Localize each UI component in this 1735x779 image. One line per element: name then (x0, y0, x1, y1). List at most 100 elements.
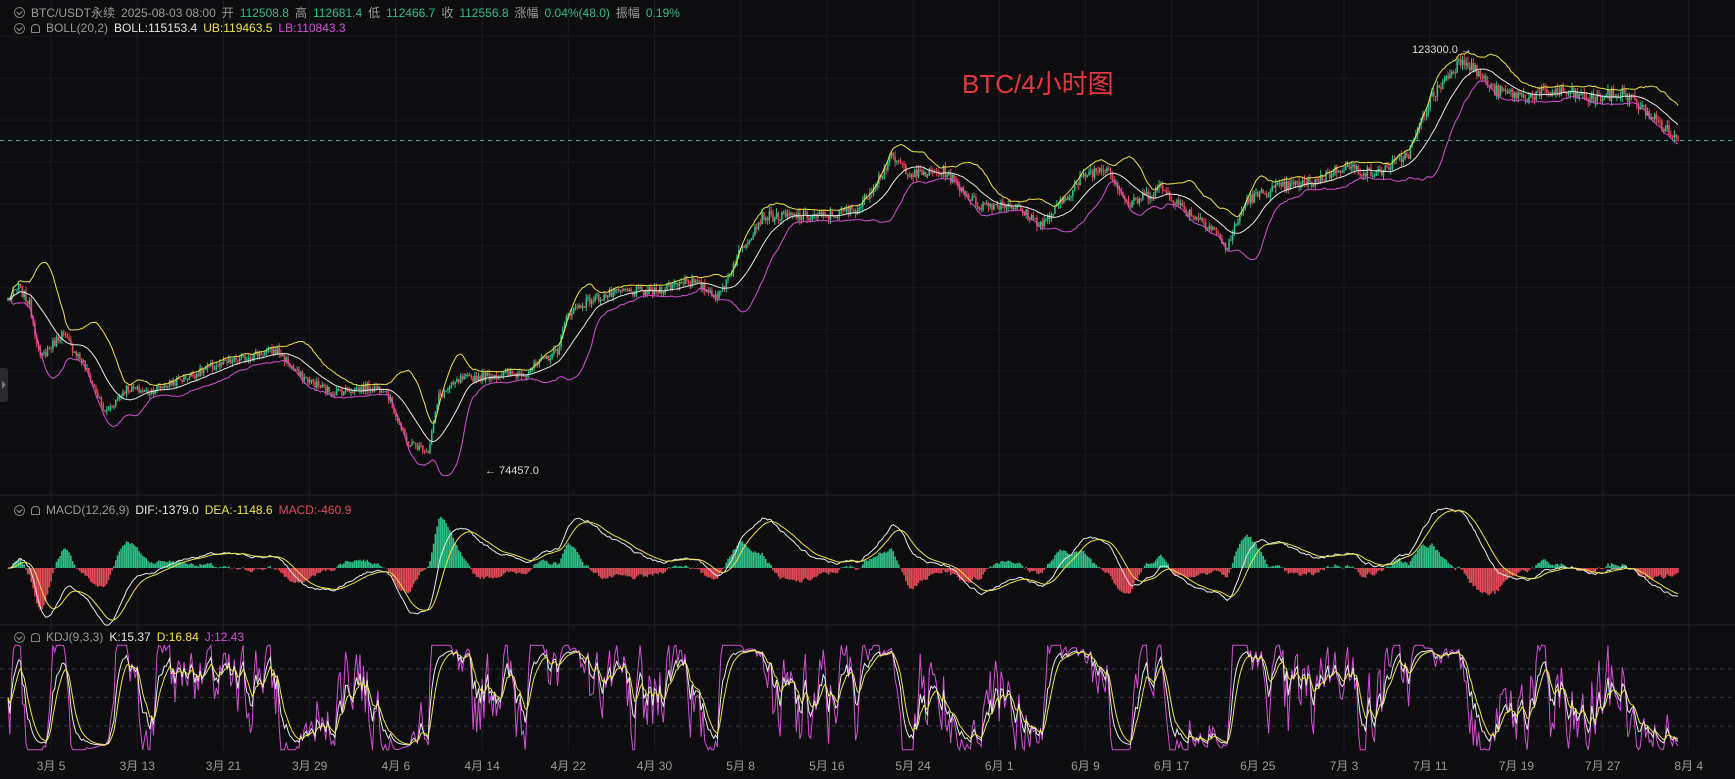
macd-bar (818, 568, 821, 574)
macd-bar (1314, 568, 1317, 574)
candle-body (59, 339, 61, 341)
macd-bar (694, 568, 697, 569)
candle-body (1440, 87, 1442, 90)
macd-bar (1558, 565, 1561, 568)
macd-bar (1016, 563, 1018, 568)
macd-bar (578, 554, 580, 568)
collapse-icon[interactable] (14, 7, 25, 18)
candle-body (1043, 219, 1045, 227)
macd-bar (423, 568, 426, 570)
macd-bar (1124, 568, 1126, 594)
macd-bar (1201, 568, 1203, 574)
candle-body (1262, 189, 1264, 194)
candle-body (461, 376, 464, 380)
macd-bar (615, 568, 618, 575)
collapse-icon[interactable] (14, 22, 25, 34)
macd-bar (773, 568, 776, 573)
candle-body (125, 385, 128, 394)
macd-bar (594, 568, 596, 573)
macd-bar (1023, 568, 1026, 569)
macd-bar (1490, 568, 1493, 594)
macd-bar (474, 568, 476, 575)
bell-icon[interactable] (31, 632, 40, 642)
candle-body (1508, 91, 1511, 94)
macd-bar (1255, 543, 1257, 568)
macd-bar (1339, 567, 1342, 568)
panel-expand-handle[interactable] (0, 368, 8, 402)
macd-bar (1106, 568, 1108, 573)
macd-bar (114, 560, 117, 568)
macd-bar (1344, 565, 1347, 568)
candle-body (1073, 184, 1076, 191)
macd-bar (1301, 568, 1304, 575)
macd-bar (1461, 568, 1464, 570)
macd-bar (1104, 568, 1106, 573)
candle-body (1589, 98, 1591, 102)
macd-bar (1470, 568, 1473, 583)
macd-bar (400, 568, 403, 591)
candle-body (292, 366, 295, 370)
candle-body (527, 371, 530, 375)
candle-body (1361, 175, 1363, 177)
candle-body (1314, 179, 1317, 186)
candle-body (1165, 190, 1168, 193)
close-label: 收 (441, 6, 454, 20)
candle-body (1003, 205, 1006, 208)
macd-bar (75, 568, 78, 569)
macd-bar (61, 550, 63, 568)
candle-body (944, 166, 947, 177)
macd-bar (1116, 568, 1119, 589)
candle-body (711, 290, 713, 296)
macd-bar (659, 568, 661, 573)
candle-body (1402, 159, 1405, 162)
candle-body (107, 409, 110, 411)
collapse-icon[interactable] (14, 631, 25, 643)
candle-body (224, 360, 227, 362)
candle-body (919, 169, 922, 171)
macd-bar (1415, 553, 1417, 568)
candle-body (752, 235, 755, 239)
macd-bar (852, 567, 855, 568)
macd-bar (1165, 561, 1168, 568)
candle-body (606, 295, 609, 298)
candle-body (1170, 200, 1173, 202)
macd-bar (386, 568, 388, 569)
x-tick-label: 3月 13 (119, 759, 155, 773)
macd-bar (1226, 568, 1229, 578)
macd-bar (382, 567, 385, 569)
macd-bar (1661, 568, 1663, 578)
macd-bar (1233, 555, 1236, 568)
macd-bar (456, 545, 458, 568)
bell-icon[interactable] (31, 505, 40, 515)
macd-bar (1393, 560, 1396, 568)
candle-body (791, 212, 794, 215)
candle-body (1048, 215, 1051, 219)
macd-bar (705, 568, 708, 577)
macd-bar (499, 568, 501, 578)
candle-body (646, 290, 649, 294)
candle-body (344, 387, 347, 392)
macd-bar (1637, 568, 1640, 576)
candle-body (1438, 85, 1440, 88)
macd-bar (1052, 559, 1054, 568)
candle-body (1616, 95, 1618, 97)
macd-bar (624, 568, 627, 576)
macd-bar (610, 568, 613, 578)
candle-body (571, 313, 573, 316)
candle-body (129, 390, 131, 392)
macd-bar (1090, 558, 1092, 568)
macd-bar (915, 568, 918, 587)
macd-bar (849, 565, 851, 568)
candle-body (443, 390, 446, 397)
candle-body (1204, 222, 1207, 229)
macd-panel (7, 507, 1679, 626)
candle-body (1447, 75, 1449, 79)
candle-body (1334, 166, 1336, 174)
macd-bar (657, 568, 659, 575)
collapse-icon[interactable] (14, 504, 25, 516)
macd-bar (1208, 568, 1211, 574)
bell-icon[interactable] (31, 23, 40, 33)
macd-bar (23, 564, 25, 568)
amplitude-label: 振幅 (615, 6, 640, 20)
